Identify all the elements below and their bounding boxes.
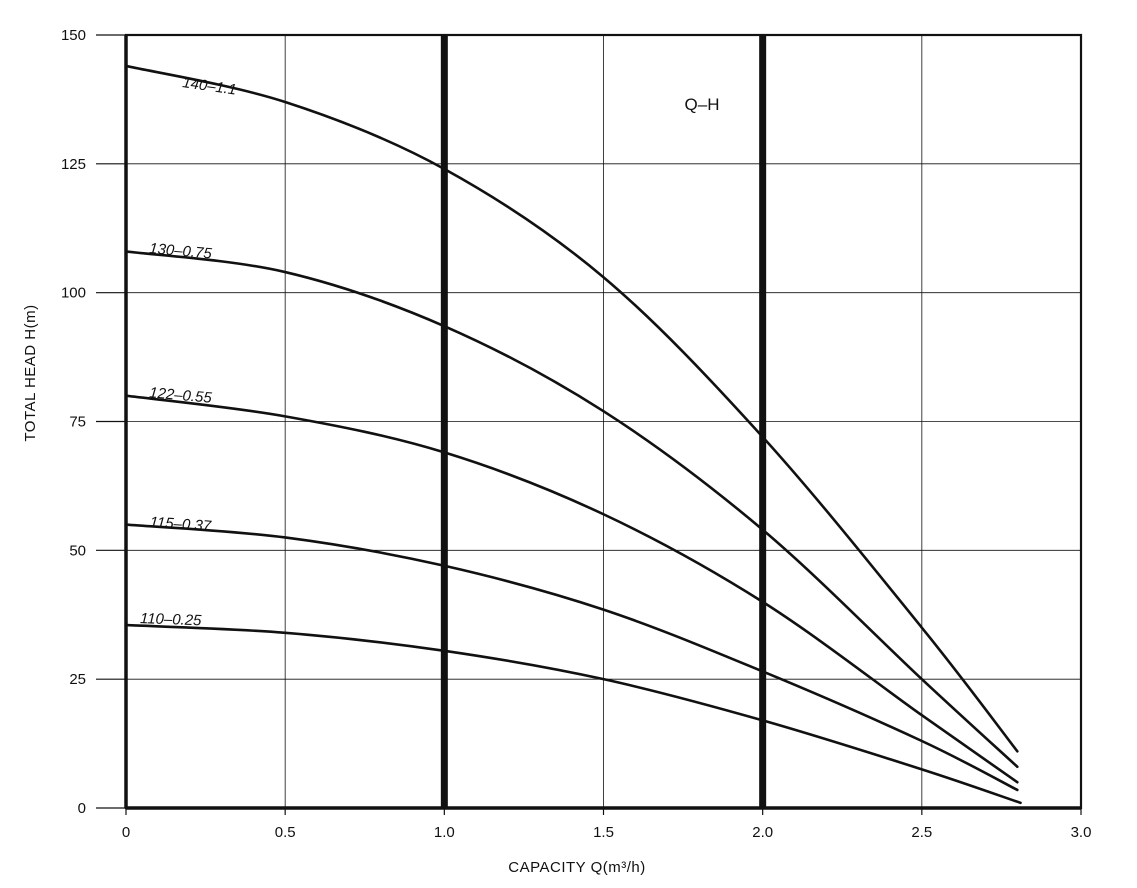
curves bbox=[124, 64, 1022, 805]
x-tick-label: 1.0 bbox=[434, 824, 455, 841]
x-tick-label: 0.5 bbox=[275, 824, 296, 841]
x-axis-title: CAPACITY Q(m³/h) bbox=[508, 859, 645, 876]
series-label: 122–0.55 bbox=[149, 384, 213, 406]
y-axis-ticks: 0 25 50 75 100 125 150 bbox=[61, 27, 126, 817]
series-line bbox=[124, 623, 1022, 805]
x-tick-label: 3.0 bbox=[1071, 824, 1092, 841]
x-tick-label: 1.5 bbox=[593, 824, 614, 841]
series-line bbox=[124, 64, 1019, 753]
chart-annotation: Q–H bbox=[685, 95, 720, 114]
series-label: 110–0.25 bbox=[140, 610, 203, 629]
series-label: 140–1.1 bbox=[181, 74, 237, 98]
series-line bbox=[124, 394, 1019, 784]
y-tick-label: 125 bbox=[61, 156, 86, 173]
y-tick-label: 150 bbox=[61, 27, 86, 44]
series-line bbox=[124, 250, 1019, 769]
y-tick-label: 75 bbox=[69, 414, 86, 431]
y-tick-label: 50 bbox=[69, 542, 86, 559]
x-tick-label: 2.5 bbox=[911, 824, 932, 841]
curve-labels: 140–1.1 130–0.75 122–0.55 115–0.37 110–0.25 bbox=[140, 74, 238, 629]
grid bbox=[125, 34, 1082, 809]
x-tick-label: 0 bbox=[122, 824, 130, 841]
y-tick-label: 0 bbox=[78, 800, 86, 817]
series-label: 115–0.37 bbox=[149, 514, 212, 535]
series-line bbox=[124, 523, 1019, 792]
y-tick-label: 100 bbox=[61, 285, 86, 302]
x-axis-ticks: 0 0.5 1.0 1.5 2.0 2.5 3.0 bbox=[122, 808, 1092, 841]
series-label: 130–0.75 bbox=[149, 240, 213, 262]
y-axis-title: TOTAL HEAD H(m) bbox=[22, 304, 39, 441]
x-tick-label: 2.0 bbox=[752, 824, 773, 841]
y-tick-label: 25 bbox=[69, 671, 86, 688]
